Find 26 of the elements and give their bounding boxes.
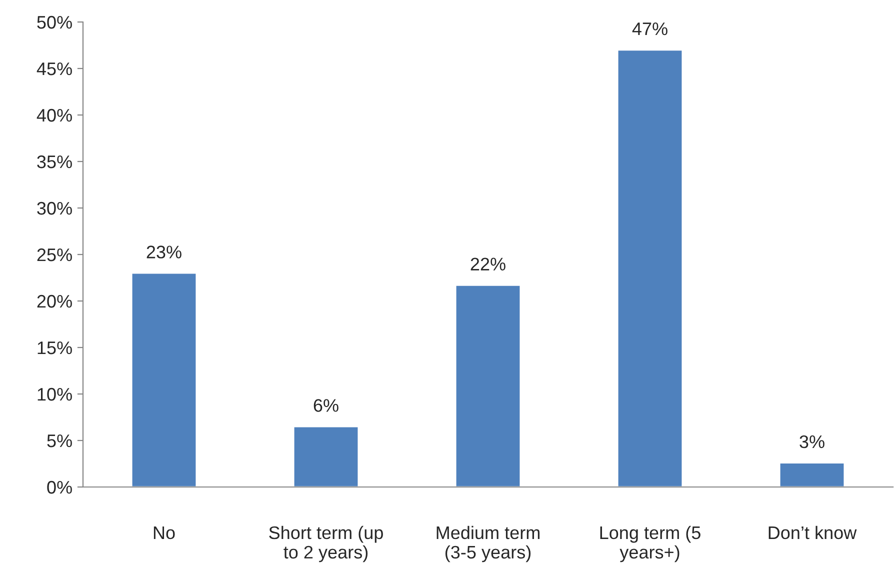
bar [292,426,360,487]
y-tick-label: 25% [37,248,72,262]
y-tick-label: 50% [37,16,72,29]
bar [778,462,846,487]
bar [454,284,522,487]
data-label: 47% [632,22,668,36]
x-tick-label: No [154,526,175,540]
y-tick-label: 20% [37,294,72,308]
x-tick-label: Don’t know [768,526,857,540]
data-label: 22% [470,258,506,270]
data-label: 3% [800,435,824,448]
data-label: 6% [314,399,338,412]
y-tick-label: 40% [36,108,72,122]
y-tick-label: 5% [47,434,72,448]
x-tick-label: Long term (5 years+) [600,526,700,562]
bar [616,49,684,487]
x-tick-label: Short term (up to 2 years) [269,526,383,562]
y-tick-label: 30% [37,202,72,215]
bar [130,272,198,487]
y-tick-label: 0% [47,480,72,494]
y-tick-label: 45% [36,62,72,76]
y-tick-label: 35% [37,155,72,168]
y-tick-label: 10% [38,388,72,401]
x-tick-label: Medium term (3-5 years) [436,526,540,562]
data-label: 23% [146,246,182,258]
y-tick-label: 15% [38,342,72,354]
